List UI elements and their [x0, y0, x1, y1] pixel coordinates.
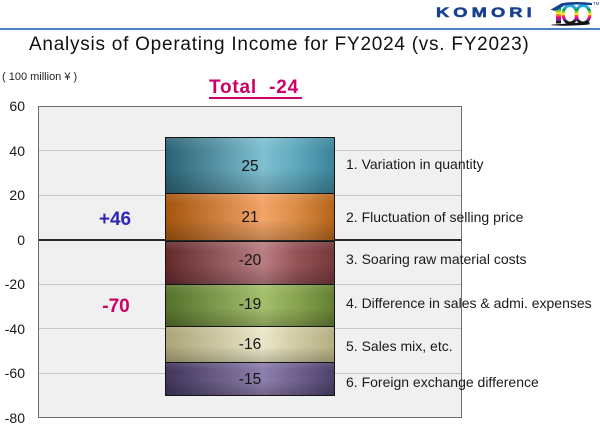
svg-text:TM: TM — [593, 1, 600, 6]
